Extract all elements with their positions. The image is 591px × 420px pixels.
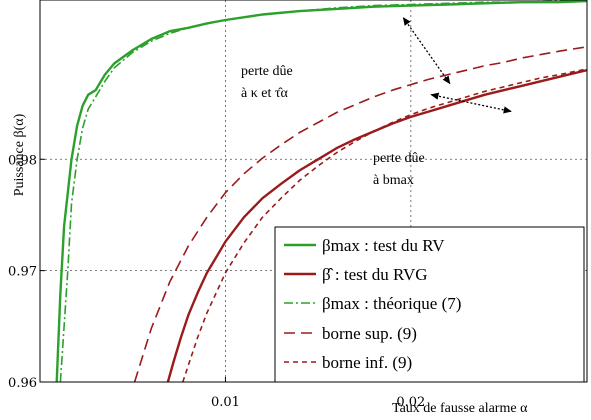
series-layer bbox=[55, 0, 587, 382]
legend: βmax : test du RV β̂ : test du RVG βmax : … bbox=[274, 226, 585, 383]
annotation-2-line-2: à bmax bbox=[373, 173, 414, 188]
ticks: 0.01 0.02 0.96 0.97 0.98 bbox=[8, 153, 425, 410]
series-line-1 bbox=[55, 0, 587, 382]
legend-label-3: βmax : théorique (7) bbox=[322, 294, 461, 313]
y-tick-label: 0.97 bbox=[8, 265, 37, 280]
x-tick-label: 0.02 bbox=[396, 395, 425, 410]
legend-box bbox=[274, 226, 585, 383]
legend-label-4: borne sup. (9) bbox=[322, 324, 417, 343]
legend-label-2: β̂ : test du RVG bbox=[322, 265, 428, 284]
series-line-2 bbox=[166, 69, 587, 382]
annotation-arrow-1 bbox=[402, 17, 451, 85]
annotation-1-line-1: perte dûe bbox=[241, 64, 293, 79]
legend-label-1: βmax : test du RV bbox=[322, 236, 445, 255]
y-tick-label: 0.98 bbox=[8, 153, 37, 168]
y-tick-label: 0.96 bbox=[8, 376, 37, 391]
annotations: perte dûe à κ et τ̂α perte dûe à bmax bbox=[241, 17, 512, 188]
series-line-4 bbox=[133, 46, 587, 382]
annotation-1-line-2: à κ et τ̂α bbox=[241, 86, 288, 101]
y-axis-label: Puissance β(α) bbox=[12, 113, 27, 196]
annotation-arrow-2 bbox=[430, 92, 512, 114]
x-axis-label: Taux de fausse alarme α bbox=[392, 401, 528, 416]
x-tick-label: 0.01 bbox=[211, 395, 240, 410]
annotation-2-line-1: perte dûe bbox=[373, 151, 425, 166]
legend-label-5: borne inf. (9) bbox=[322, 353, 412, 372]
